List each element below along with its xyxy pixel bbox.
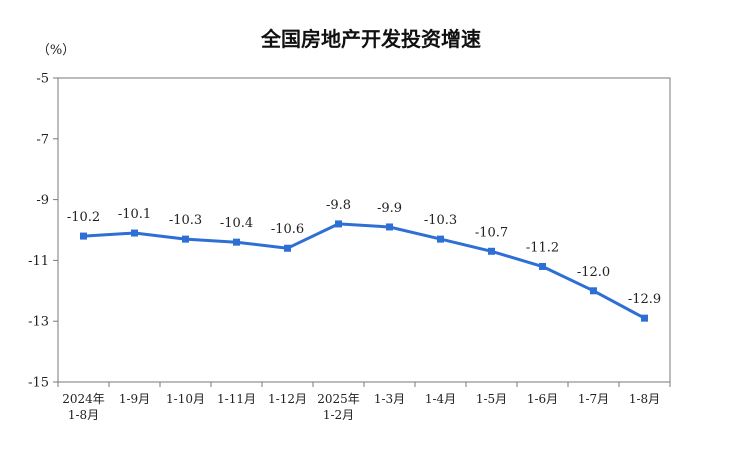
x-tick-label-line: 1-7月 xyxy=(578,392,609,406)
y-tick-label: -9 xyxy=(36,193,49,208)
data-label: -12.9 xyxy=(628,292,661,307)
data-point xyxy=(182,235,189,243)
data-label: -10.3 xyxy=(169,213,202,228)
x-tick-label-line: 1-5月 xyxy=(476,392,507,406)
y-tick-label: -5 xyxy=(36,72,49,87)
y-tick-label: -7 xyxy=(36,132,49,147)
x-tick-label: 1-5月 xyxy=(476,392,507,406)
data-label: -10.3 xyxy=(424,213,457,228)
x-tick-label: 2024年 1-8月 xyxy=(62,392,105,422)
data-point xyxy=(131,229,138,237)
data-point xyxy=(590,287,597,295)
x-tick-label-line: 1-8月 xyxy=(629,392,660,406)
x-tick-label: 1-10月 xyxy=(166,392,205,406)
data-label: -10.4 xyxy=(220,216,253,231)
data-point xyxy=(233,238,240,246)
y-tick-label: -15 xyxy=(28,376,49,391)
data-label: -10.6 xyxy=(271,222,304,237)
x-tick-label-line: 1-2月 xyxy=(323,408,354,422)
data-point xyxy=(641,314,648,322)
x-tick-label: 1-6月 xyxy=(527,392,558,406)
data-point xyxy=(335,220,342,228)
series-line xyxy=(83,222,646,320)
data-label: -10.7 xyxy=(475,225,508,240)
x-tick-label-line: 1-3月 xyxy=(374,392,405,406)
x-tick-label: 1-7月 xyxy=(578,392,609,406)
data-point xyxy=(437,235,444,243)
x-tick-label: 1-4月 xyxy=(425,392,456,406)
data-label: -10.2 xyxy=(67,210,100,225)
x-tick-label: 1-12月 xyxy=(268,392,307,406)
x-tick-label: 2025年 1-2月 xyxy=(317,392,360,422)
y-tick-label: -13 xyxy=(28,315,49,330)
x-tick-label: 1-3月 xyxy=(374,392,405,406)
x-tick-label-line: 1-12月 xyxy=(268,392,307,406)
plot-frame xyxy=(57,77,671,383)
data-point xyxy=(80,232,87,240)
data-point xyxy=(284,244,291,252)
data-point xyxy=(488,247,495,255)
x-tick-label-line: 1-8月 xyxy=(68,408,99,422)
y-axis-ticks: -5 -7 -9 -11 -13 -15 xyxy=(28,72,58,391)
y-tick-label: -11 xyxy=(28,254,49,269)
series-points-group xyxy=(80,220,648,322)
series-line-group xyxy=(83,222,646,320)
x-tick-label: 1-9月 xyxy=(119,392,150,406)
y-axis-label: （%） xyxy=(37,43,75,58)
data-point xyxy=(539,262,546,270)
data-label: -11.2 xyxy=(526,240,559,255)
data-label: -12.0 xyxy=(577,265,610,280)
data-label: -9.9 xyxy=(377,201,402,216)
data-label: -9.8 xyxy=(326,198,351,213)
x-axis-ticks: 2024年 1-8月 1-9月 1-10月 1-11月 1-12月 2025年 1-2月 1-3… xyxy=(57,382,671,422)
data-point xyxy=(386,223,393,231)
x-tick-label-line: 1-6月 xyxy=(527,392,558,406)
x-tick-label-line: 2025年 xyxy=(317,392,360,406)
data-labels-group: -10.2 -10.1 -10.3 -10.4 -10.6 -9.8 -9.9 -10.3 -1… xyxy=(67,198,661,307)
x-tick-label-line: 1-11月 xyxy=(217,392,256,406)
x-tick-label-line: 2024年 xyxy=(62,392,105,406)
x-tick-label: 1-11月 xyxy=(217,392,256,406)
x-tick-label-line: 1-4月 xyxy=(425,392,456,406)
x-tick-label: 1-8月 xyxy=(629,392,660,406)
chart-title: 全国房地产开发投资增速 xyxy=(260,27,481,51)
data-label: -10.1 xyxy=(118,207,151,222)
x-tick-label-line: 1-9月 xyxy=(119,392,150,406)
plot-border xyxy=(57,77,671,383)
x-tick-label-line: 1-10月 xyxy=(166,392,205,406)
